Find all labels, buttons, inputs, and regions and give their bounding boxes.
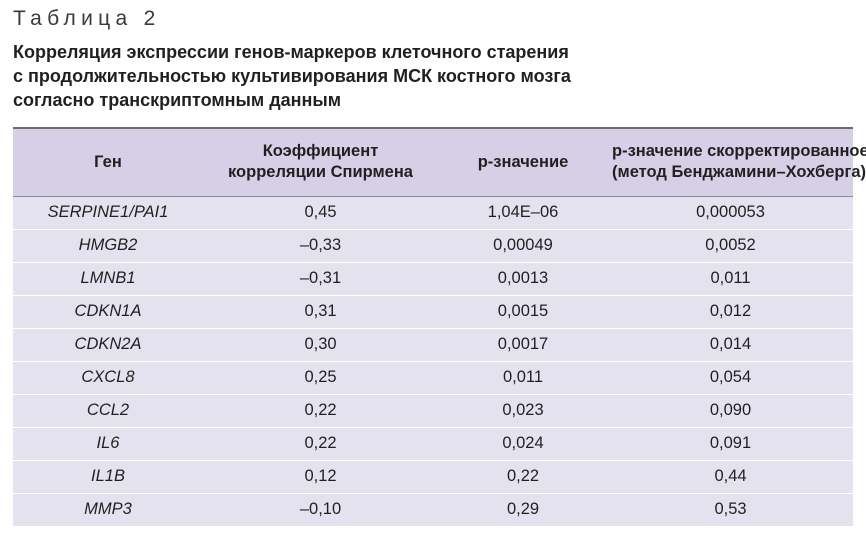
spearman-cell: –0,10 (299, 500, 342, 519)
table-row: CDKN2A 0,30 0,0017 0,014 (13, 328, 853, 361)
p-value-cell: 0,0015 (497, 302, 549, 320)
p-value-cell: 0,0013 (497, 269, 549, 287)
adjusted-p-value-cell: 0,011 (710, 269, 751, 287)
header-p-value: p-значение (438, 128, 608, 196)
gene-cell: LMNB1 (80, 269, 136, 287)
table-row: IL6 0,22 0,024 0,091 (13, 427, 853, 460)
adjusted-p-value-cell: 0,0052 (705, 236, 756, 254)
header-gene: Ген (13, 128, 203, 196)
adjusted-p-value-cell: 0,090 (709, 401, 752, 419)
spearman-cell: 0,31 (304, 302, 337, 320)
spearman-cell: 0,12 (304, 467, 337, 485)
table-row: IL1B 0,12 0,22 0,44 (13, 460, 853, 493)
spearman-cell: 0,22 (304, 401, 337, 419)
caption-line: с продолжительностью культивирования МСК… (13, 66, 571, 86)
gene-cell: CXCL8 (81, 368, 135, 386)
gene-cell: CDKN2A (74, 335, 142, 353)
p-value-cell: 0,011 (502, 368, 544, 386)
adjusted-p-value-cell: 0,012 (709, 302, 752, 320)
adjusted-p-value-cell: 0,53 (714, 500, 747, 519)
adjusted-p-value-cell: 0,091 (709, 434, 752, 452)
p-value-cell: 0,024 (502, 434, 544, 452)
gene-cell: HMGB2 (78, 236, 138, 254)
p-value-cell: 0,22 (506, 467, 540, 485)
header-adjusted-p-value: p-значение скорректированное (метод Бенд… (608, 128, 866, 196)
gene-cell: MMP3 (84, 500, 132, 519)
header-row: Ген Коэффициент корреляции Спирмена p-зн… (13, 128, 866, 196)
spearman-cell: –0,31 (299, 269, 342, 287)
p-value-cell: 0,29 (506, 500, 540, 519)
spearman-cell: 0,22 (304, 434, 337, 452)
table-row: HMGB2 –0,33 0,00049 0,0052 (13, 229, 853, 262)
header-gene-label: Ген (94, 152, 122, 171)
caption-line: согласно транскриптомным данным (13, 90, 342, 110)
caption-line: Корреляция экспрессии генов-маркеров кле… (13, 42, 569, 62)
header-spearman-line1: Коэффициент (262, 142, 379, 161)
gene-cell: SERPINE1/PAI1 (47, 203, 169, 221)
table-row: CDKN1A 0,31 0,0015 0,012 (13, 295, 853, 328)
adjusted-p-value-cell: 0,014 (709, 335, 752, 353)
adjusted-p-value-cell: 0,44 (714, 467, 747, 485)
spearman-cell: 0,30 (304, 335, 337, 353)
table-row: MMP3 –0,10 0,29 0,53 (13, 493, 853, 526)
p-value-cell: 0,0017 (497, 335, 549, 353)
table-header: Ген Коэффициент корреляции Спирмена p-зн… (13, 128, 866, 196)
header-p-value-label: p-значение (477, 152, 569, 171)
table-caption: Корреляция экспрессии генов-маркеров кле… (13, 40, 833, 112)
table-row: CCL2 0,22 0,023 0,090 (13, 394, 853, 427)
header-spearman: Коэффициент корреляции Спирмена (203, 128, 438, 196)
adjusted-p-value-cell: 0,000053 (696, 203, 765, 221)
gene-cell: IL1B (91, 467, 125, 485)
adjusted-p-value-cell: 0,054 (709, 368, 752, 386)
spearman-cell: –0,33 (299, 236, 342, 254)
gene-cell: CDKN1A (74, 302, 142, 320)
correlation-table: Ген Коэффициент корреляции Спирмена p-зн… (13, 127, 866, 526)
header-adjusted-p-line1: p-значение скорректированное (612, 142, 866, 161)
header-adjusted-p-line2: (метод Бенджамини–Хохберга) (612, 163, 866, 182)
spearman-cell: 0,45 (304, 203, 337, 221)
p-value-cell: 0,023 (502, 401, 544, 419)
table-row: SERPINE1/PAI1 0,45 1,04E–06 0,000053 (13, 196, 853, 229)
table-row: LMNB1 –0,31 0,0013 0,011 (13, 262, 853, 295)
spearman-cell: 0,25 (304, 368, 337, 386)
gene-cell: CCL2 (86, 401, 130, 419)
table-number-label: Таблица 2 (13, 7, 161, 30)
table-body: SERPINE1/PAI1 0,45 1,04E–06 0,000053 HMGB2 –0… (13, 196, 853, 526)
p-value-cell: 1,04E–06 (487, 203, 559, 221)
table-row: CXCL8 0,25 0,011 0,054 (13, 361, 853, 394)
gene-cell: IL6 (96, 434, 120, 452)
header-spearman-line2: корреляции Спирмена (228, 163, 413, 182)
p-value-cell: 0,00049 (493, 236, 553, 254)
